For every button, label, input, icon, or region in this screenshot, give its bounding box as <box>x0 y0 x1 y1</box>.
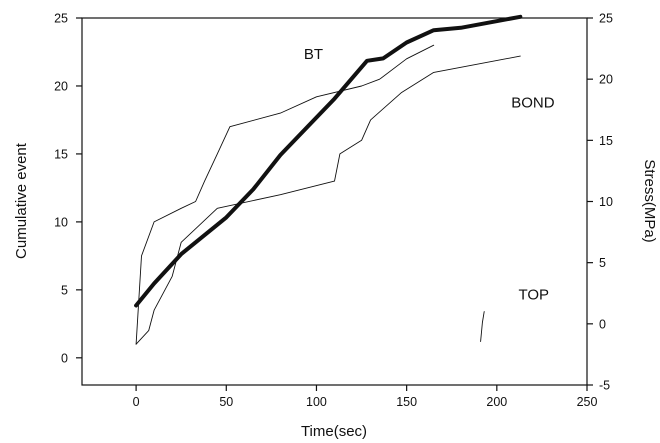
annotation-bond: BOND <box>511 95 555 112</box>
right-tick-label: 25 <box>599 12 613 26</box>
right-axis-ticks: -5 0 5 10 15 20 25 <box>587 12 613 393</box>
left-tick-label: 20 <box>54 79 68 93</box>
x-tick-label: 0 <box>133 395 140 409</box>
x-tick-label: 200 <box>486 395 507 409</box>
right-tick-label: -5 <box>599 379 610 393</box>
x-tick-label: 250 <box>577 395 598 409</box>
right-tick-label: 10 <box>599 195 613 209</box>
x-tick-label: 100 <box>306 395 327 409</box>
series-layer <box>134 14 523 345</box>
right-tick-label: 20 <box>599 73 613 87</box>
left-tick-label: 0 <box>61 351 68 365</box>
right-tick-label: 15 <box>599 134 613 148</box>
right-axis-title: Stress(MPa) <box>641 159 658 242</box>
x-tick-label: 150 <box>396 395 417 409</box>
series-line-3 <box>135 55 521 345</box>
left-tick-label: 10 <box>54 215 68 229</box>
left-tick-label: 5 <box>61 283 68 297</box>
left-axis-title: Cumulative event <box>13 142 30 259</box>
x-tick-label: 50 <box>219 395 233 409</box>
left-tick-label: 15 <box>54 147 68 161</box>
annotation-bt: BT <box>304 46 323 63</box>
plot-frame <box>81 17 588 386</box>
x-axis-title: Time(sec) <box>301 423 367 440</box>
right-tick-label: 0 <box>599 317 606 331</box>
series-line-2 <box>135 44 435 345</box>
left-tick-label: 25 <box>54 12 68 26</box>
series-line-1 <box>134 14 523 308</box>
annotation-layer: BT BOND TOP <box>304 46 555 304</box>
series-line-4 <box>480 311 485 342</box>
annotation-top: TOP <box>518 286 549 303</box>
x-axis-ticks: 0 50 100 150 200 250 <box>133 385 598 409</box>
right-tick-label: 5 <box>599 256 606 270</box>
left-axis-ticks: 0 5 10 15 20 25 <box>54 12 82 365</box>
